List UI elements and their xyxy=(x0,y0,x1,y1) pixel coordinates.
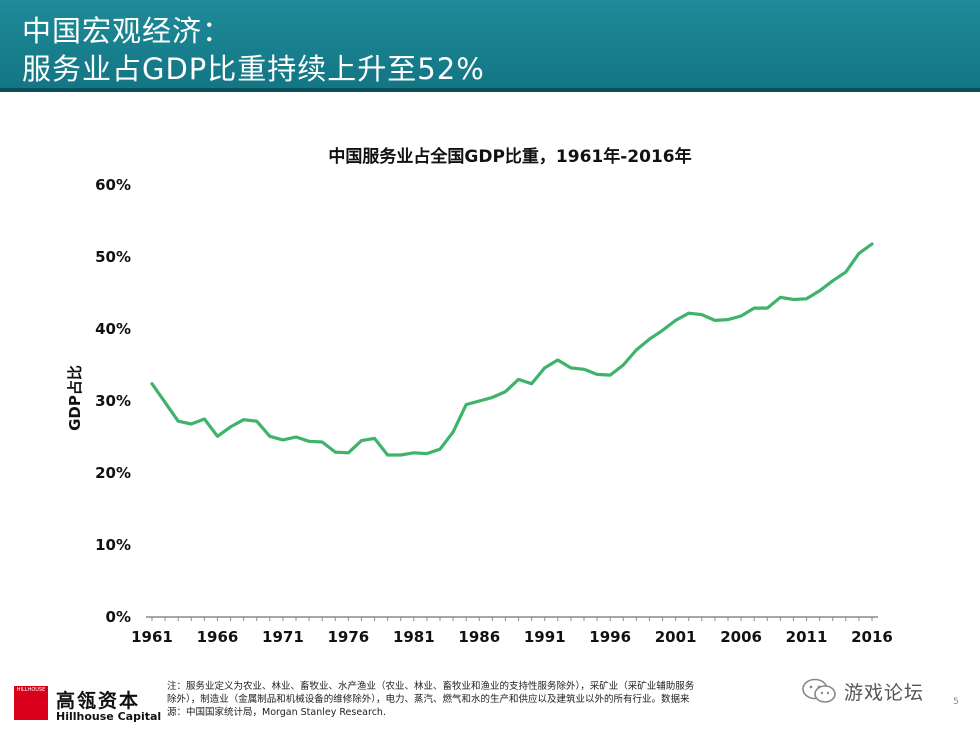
x-tick-label: 1966 xyxy=(197,628,239,646)
x-tick-label: 1996 xyxy=(589,628,631,646)
slide-header: 中国宏观经济： 服务业占GDP比重持续上升至52% xyxy=(0,0,980,88)
header-divider xyxy=(0,88,980,92)
y-tick-label: 10% xyxy=(95,536,131,554)
series-line xyxy=(150,242,874,457)
hillhouse-logo-icon: HILLHOUSE xyxy=(14,686,48,720)
slide-title-line2: 服务业占GDP比重持续上升至52% xyxy=(22,52,485,86)
watermark-text: 游戏论坛 xyxy=(844,681,925,704)
slide-title-line1: 中国宏观经济： xyxy=(22,14,233,48)
watermark: 游戏论坛 xyxy=(800,677,924,705)
wechat-icon xyxy=(802,678,836,703)
logo-name-en: Hillhouse Capital xyxy=(56,710,162,723)
y-tick-label: 60% xyxy=(95,176,131,194)
footnote-line: 源：中国国家统计局，Morgan Stanley Research. xyxy=(167,707,386,718)
series-group xyxy=(150,242,874,457)
y-tick-label: 20% xyxy=(95,464,131,482)
logo-name-cn: 高瓴资本 xyxy=(56,690,141,712)
logo-box-text: HILLHOUSE xyxy=(16,687,46,693)
x-tick-label: 2001 xyxy=(655,628,697,646)
x-tick-label: 1981 xyxy=(393,628,435,646)
x-tick-label: 2006 xyxy=(720,628,762,646)
x-tick-label: 2011 xyxy=(786,628,828,646)
x-tick-label: 1986 xyxy=(458,628,500,646)
footnote-line: 除外），制造业（金属制品和机械设备的维修除外），电力、蒸汽、燃气和水的生产和供应… xyxy=(167,694,690,705)
y-tick-label: 50% xyxy=(95,248,131,266)
y-tick-label: 30% xyxy=(95,392,131,410)
x-axis: 1961 1966 1971 1976 1981 1986 1991 1996 2001 2006… xyxy=(131,616,893,646)
y-tick-label: 40% xyxy=(95,320,131,338)
footnote-line: 注：服务业定义为农业、林业、畜牧业、水产渔业（农业、林业、畜牧业和渔业的支持性服… xyxy=(167,681,695,692)
y-axis-ticks: 0% 10% 20% 30% 40% 50% 60% xyxy=(95,176,131,626)
x-tick-label: 2016 xyxy=(851,628,893,646)
page-number: 5 xyxy=(953,697,959,707)
chart-title: 中国服务业占全国GDP比重，1961年-2016年 xyxy=(328,146,691,167)
footnote: 注：服务业定义为农业、林业、畜牧业、水产渔业（农业、林业、畜牧业和渔业的支持性服… xyxy=(167,680,797,719)
y-axis-label: GDP占比 xyxy=(66,365,84,431)
x-tick-label: 1991 xyxy=(524,628,566,646)
x-tick-label: 1971 xyxy=(262,628,304,646)
x-tick-label: 1976 xyxy=(327,628,369,646)
y-tick-label: 0% xyxy=(106,608,131,626)
x-tick-label: 1961 xyxy=(131,628,173,646)
